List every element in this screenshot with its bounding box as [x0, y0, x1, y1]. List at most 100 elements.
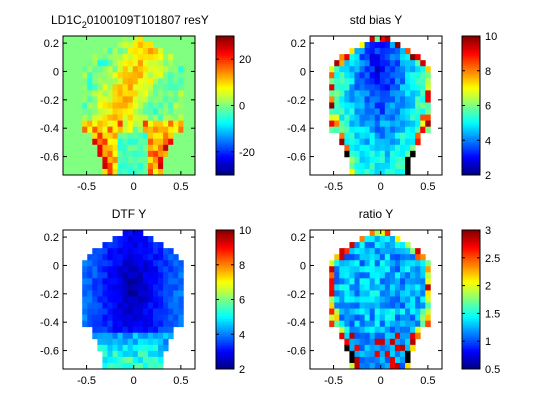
heatmap-cell — [153, 326, 159, 334]
heatmap-cell — [394, 144, 401, 152]
heatmap-cell — [158, 48, 164, 55]
colorbar-tick-label: 1.5 — [485, 308, 500, 320]
heatmap-cell — [369, 284, 376, 291]
heatmap-cell — [97, 272, 103, 279]
heatmap-cell — [354, 108, 360, 115]
heatmap-cell — [132, 308, 139, 316]
heatmap-cell — [132, 290, 139, 297]
heatmap-cell — [354, 356, 360, 364]
heatmap-cell — [369, 84, 376, 91]
heatmap-cell — [168, 150, 174, 158]
heatmap-cell — [405, 350, 411, 358]
heatmap-cell — [168, 144, 174, 152]
heatmap-cell — [77, 84, 83, 91]
heatmap-cell — [369, 132, 376, 140]
colorbar-segment — [216, 245, 234, 248]
heatmap-cell — [400, 54, 406, 61]
heatmap-cell — [379, 126, 386, 134]
heatmap-cell — [158, 120, 164, 128]
heatmap-cell — [369, 102, 376, 109]
heatmap-cell — [107, 254, 113, 261]
heatmap-cell — [97, 108, 103, 115]
heatmap-cell — [77, 72, 83, 79]
heatmap-cell — [359, 90, 365, 97]
heatmap-cell — [112, 78, 118, 85]
heatmap-cell — [112, 126, 118, 134]
heatmap-cell — [102, 156, 108, 164]
colorbar-segment — [462, 131, 480, 135]
heatmap-cell — [410, 78, 416, 85]
heatmap-cell — [97, 42, 103, 49]
heatmap-cell — [168, 296, 174, 303]
heatmap-cell — [178, 156, 184, 164]
heatmap-cell — [92, 254, 98, 261]
heatmap-cell — [183, 48, 189, 55]
heatmap-cell — [127, 344, 134, 352]
heatmap-cell — [163, 120, 169, 128]
colorbar-segment — [462, 116, 480, 120]
heatmap-cell — [147, 84, 154, 91]
heatmap-cell — [178, 162, 184, 170]
heatmap-cell — [153, 272, 159, 279]
heatmap-cell — [425, 126, 431, 134]
heatmap-cell — [354, 332, 360, 340]
heatmap-cell — [354, 102, 360, 109]
y-tick-label: -0.4 — [287, 123, 306, 135]
colorbar-tick-label: 4 — [239, 329, 245, 341]
heatmap-cell — [379, 230, 386, 237]
heatmap-cell — [132, 362, 139, 370]
heatmap-cell — [359, 102, 365, 109]
heatmap-cell — [364, 48, 371, 55]
heatmap-cell — [410, 278, 416, 285]
heatmap-cell — [117, 60, 124, 67]
heatmap-cell — [374, 344, 381, 352]
heatmap-cell — [117, 90, 124, 97]
heatmap-cell — [405, 90, 411, 97]
heatmap-cell — [173, 120, 179, 128]
heatmap-cell — [359, 84, 365, 91]
heatmap-cell — [142, 102, 149, 109]
heatmap-cell — [87, 150, 93, 158]
heatmap-cell — [415, 254, 421, 261]
colorbar-segment — [462, 164, 480, 167]
heatmap-cell — [122, 144, 129, 152]
heatmap-cell — [173, 96, 179, 103]
heatmap-cell — [374, 42, 381, 49]
heatmap-cell — [379, 338, 386, 346]
heatmap-cell — [359, 254, 365, 261]
heatmap-cell — [334, 266, 340, 273]
colorbar-segment — [216, 122, 234, 126]
colorbar-segment — [462, 81, 480, 85]
heatmap-cell — [354, 114, 360, 122]
heatmap-cell — [349, 260, 355, 267]
heatmap-cell — [112, 290, 118, 297]
heatmap-cell — [334, 108, 340, 115]
heatmap-cell — [394, 338, 401, 346]
heatmap-cell — [339, 302, 345, 309]
heatmap-cell — [97, 138, 103, 146]
colorbar-segment — [216, 262, 234, 266]
heatmap-cell — [389, 362, 396, 370]
heatmap-cell — [147, 72, 154, 79]
heatmap-cell — [168, 84, 174, 91]
heatmap-cell — [349, 114, 355, 122]
heatmap-cell — [153, 126, 159, 134]
heatmap-cell — [354, 242, 360, 249]
heatmap-cell — [142, 266, 149, 273]
colorbar-segment — [462, 129, 480, 133]
heatmap-cell — [137, 156, 144, 164]
heatmap-cell — [374, 272, 381, 279]
colorbar-segment — [462, 59, 480, 63]
heatmap-cell — [147, 302, 154, 309]
heatmap-cell — [374, 230, 381, 237]
heatmap-cell — [379, 362, 386, 370]
heatmap-cell — [92, 66, 98, 73]
colorbar-segment — [462, 264, 480, 268]
heatmap-cell — [178, 66, 184, 73]
heatmap-cell — [344, 302, 350, 309]
heatmap-cell — [415, 84, 421, 91]
heatmap-cell — [127, 90, 134, 97]
heatmap-cell — [147, 290, 154, 297]
heatmap-cell — [415, 126, 421, 134]
heatmap-cell — [400, 120, 406, 128]
